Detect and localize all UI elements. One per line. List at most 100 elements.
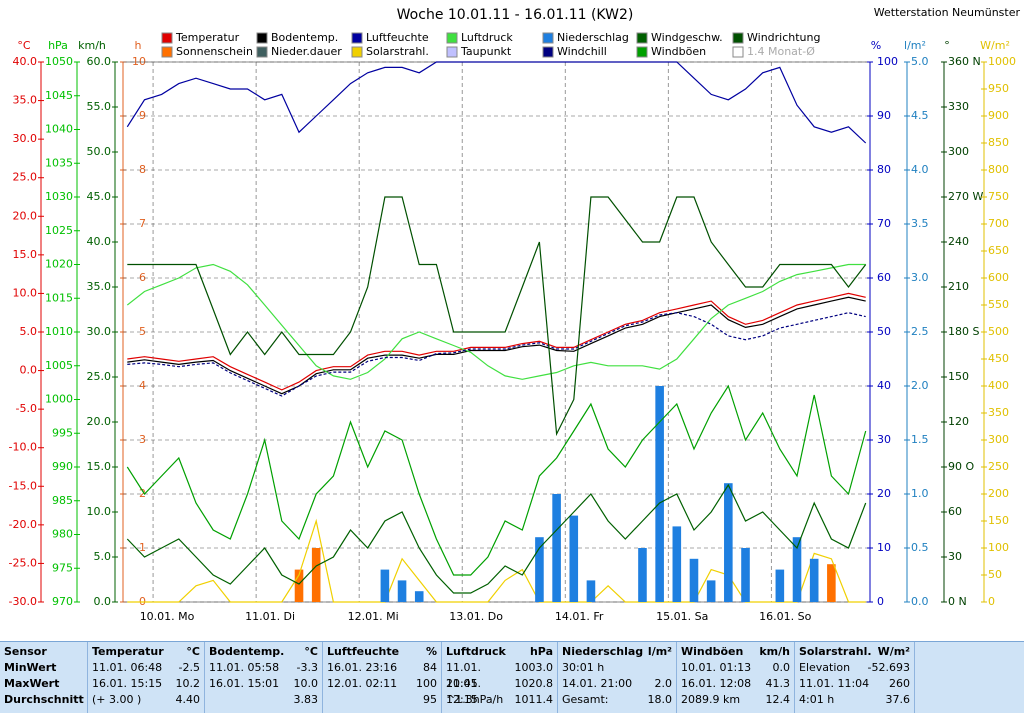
y-tick-label: 1040 bbox=[45, 123, 73, 136]
y-tick-label: 2.5 bbox=[911, 325, 929, 338]
y-tick-label: 20.0 bbox=[87, 415, 112, 428]
y-tick-label: 70 bbox=[877, 217, 891, 230]
y-tick-label: 30 bbox=[948, 550, 962, 563]
y-tick-label: 60.0 bbox=[87, 55, 112, 68]
y-tick-label: 980 bbox=[52, 528, 73, 541]
table-row: 12.01. 02:11 100 bbox=[327, 676, 437, 692]
legend-swatch bbox=[351, 46, 363, 58]
table-header: Luftfeuchte% bbox=[327, 644, 437, 660]
table-column: Bodentemp. °C 11.01. 05:58 -3.3 16.01. 15:01… bbox=[205, 642, 323, 713]
bar bbox=[792, 537, 802, 602]
y-tick-label: 250 bbox=[988, 460, 1009, 473]
y-tick-label: 40 bbox=[877, 379, 891, 392]
bar bbox=[638, 548, 647, 602]
legend-label: Taupunkt bbox=[460, 45, 512, 58]
legend-label: Luftdruck bbox=[461, 31, 513, 44]
table-row: (+ 3.00 ) 4.40 bbox=[92, 692, 200, 708]
table-column: Niederschlag l/m² 30:01 h 14.01. 21:00 2.0 Ge… bbox=[558, 642, 677, 713]
cell-text: Temperatur bbox=[92, 645, 164, 658]
axis-unit: % bbox=[871, 39, 881, 52]
y-tick-label: 950 bbox=[988, 82, 1009, 95]
y-tick-label: 35.0 bbox=[87, 280, 112, 293]
x-tick-label: 16.01. So bbox=[759, 610, 811, 623]
legend-label: Niederschlag bbox=[557, 31, 629, 44]
bar bbox=[689, 558, 699, 602]
cell-text: 84 bbox=[423, 661, 437, 674]
cell-text: MaxWert bbox=[4, 677, 60, 690]
bar bbox=[706, 580, 716, 602]
axis-unit: l/m² bbox=[904, 39, 926, 52]
legend-swatch bbox=[542, 32, 554, 44]
y-tick-label: 10.0 bbox=[13, 286, 38, 299]
table-row: 3.83 bbox=[209, 692, 319, 708]
legend-label: Temperatur bbox=[175, 31, 240, 44]
cell-text: W/m² bbox=[877, 645, 910, 658]
y-tick-label: 995 bbox=[52, 426, 73, 439]
y-tick-label: 150 bbox=[988, 514, 1009, 527]
y-tick-label: 700 bbox=[988, 217, 1009, 230]
cell-text: Bodentemp. bbox=[209, 645, 285, 658]
cell-text: Windböen bbox=[681, 645, 744, 658]
y-tick-label: 1000 bbox=[988, 55, 1016, 68]
y-tick-label: 0.0 bbox=[20, 364, 38, 377]
table-row: 10.01. 01:13 0.0 bbox=[681, 660, 790, 676]
table-header: Luftdruck hPa bbox=[446, 644, 553, 660]
cell-text: 260 bbox=[889, 677, 910, 690]
y-tick-label: 80 bbox=[877, 163, 891, 176]
y-tick-label: 1010 bbox=[45, 325, 73, 338]
y-tick-label: -30.0 bbox=[9, 595, 37, 608]
x-tick-label: 14.01. Fr bbox=[555, 610, 604, 623]
y-tick-label: 5 bbox=[139, 325, 146, 338]
y-tick-label: 850 bbox=[988, 136, 1009, 149]
y-tick-label: 0.0 bbox=[94, 595, 112, 608]
y-tick-label: 40.0 bbox=[13, 55, 38, 68]
y-tick-label: 35.0 bbox=[13, 94, 38, 107]
bar bbox=[827, 564, 836, 602]
y-tick-label: 300 bbox=[948, 145, 969, 158]
y-tick-label: 1 bbox=[139, 541, 146, 554]
y-tick-label: 45.0 bbox=[87, 190, 112, 203]
legend-label: Sonnenschein bbox=[176, 45, 253, 58]
table-header: Bodentemp. °C bbox=[209, 644, 318, 660]
table-row: Durchschnitt bbox=[4, 692, 84, 708]
series-line bbox=[127, 296, 866, 395]
legend-label: Bodentemp. bbox=[271, 31, 338, 44]
legend-swatch bbox=[446, 32, 458, 44]
y-tick-label: -25.0 bbox=[9, 556, 37, 569]
series-line bbox=[126, 483, 867, 594]
y-tick-label: 990 bbox=[52, 460, 73, 473]
legend-label: Windchill bbox=[557, 45, 607, 58]
y-tick-label: 985 bbox=[52, 494, 73, 507]
chart: Woche 10.01.11 - 16.01.11 (KW2) Wetterst… bbox=[9, 6, 1021, 623]
y-tick-label: 200 bbox=[988, 487, 1009, 500]
y-tick-label: 50 bbox=[988, 568, 1002, 581]
bar bbox=[741, 548, 750, 602]
legend-swatch bbox=[636, 46, 648, 58]
cell-text: 0.0 bbox=[772, 661, 791, 674]
table-row: 11.01. 05:58 -3.3 bbox=[209, 660, 318, 676]
table-header: Temperatur °C bbox=[92, 644, 200, 660]
y-tick-label: 15.0 bbox=[13, 248, 38, 261]
bar bbox=[724, 483, 733, 602]
legend-swatch bbox=[542, 46, 554, 58]
legend-swatch bbox=[161, 46, 173, 58]
legend-swatch bbox=[256, 32, 268, 44]
table-row: Gesamt: 18.0 bbox=[562, 692, 672, 708]
bar bbox=[311, 548, 321, 602]
table-row: 16.01. 23:16 84 bbox=[327, 660, 437, 676]
cell-text: Sensor bbox=[4, 645, 47, 658]
table-row: 2089.9 km 12.4 bbox=[681, 692, 790, 708]
y-tick-label: -10.0 bbox=[9, 441, 37, 454]
y-tick-label: -5.0 bbox=[16, 402, 37, 415]
y-tick-label: 5.0 bbox=[911, 55, 929, 68]
y-tick-label: 0.0 bbox=[911, 595, 929, 608]
cell-text: 11.01. 05:58 bbox=[209, 661, 280, 674]
table-row: MaxWert bbox=[4, 676, 83, 692]
cell-text: 12.4 bbox=[765, 693, 791, 706]
cell-text: 4.40 bbox=[175, 693, 201, 706]
table-row: 10.01. 12:15 1020.8 bbox=[446, 676, 553, 706]
cell-text: -52.693 bbox=[867, 661, 910, 674]
axis-unit: hPa bbox=[48, 39, 68, 52]
y-tick-label: 5.0 bbox=[20, 325, 38, 338]
cell-text: 100 bbox=[416, 677, 437, 690]
